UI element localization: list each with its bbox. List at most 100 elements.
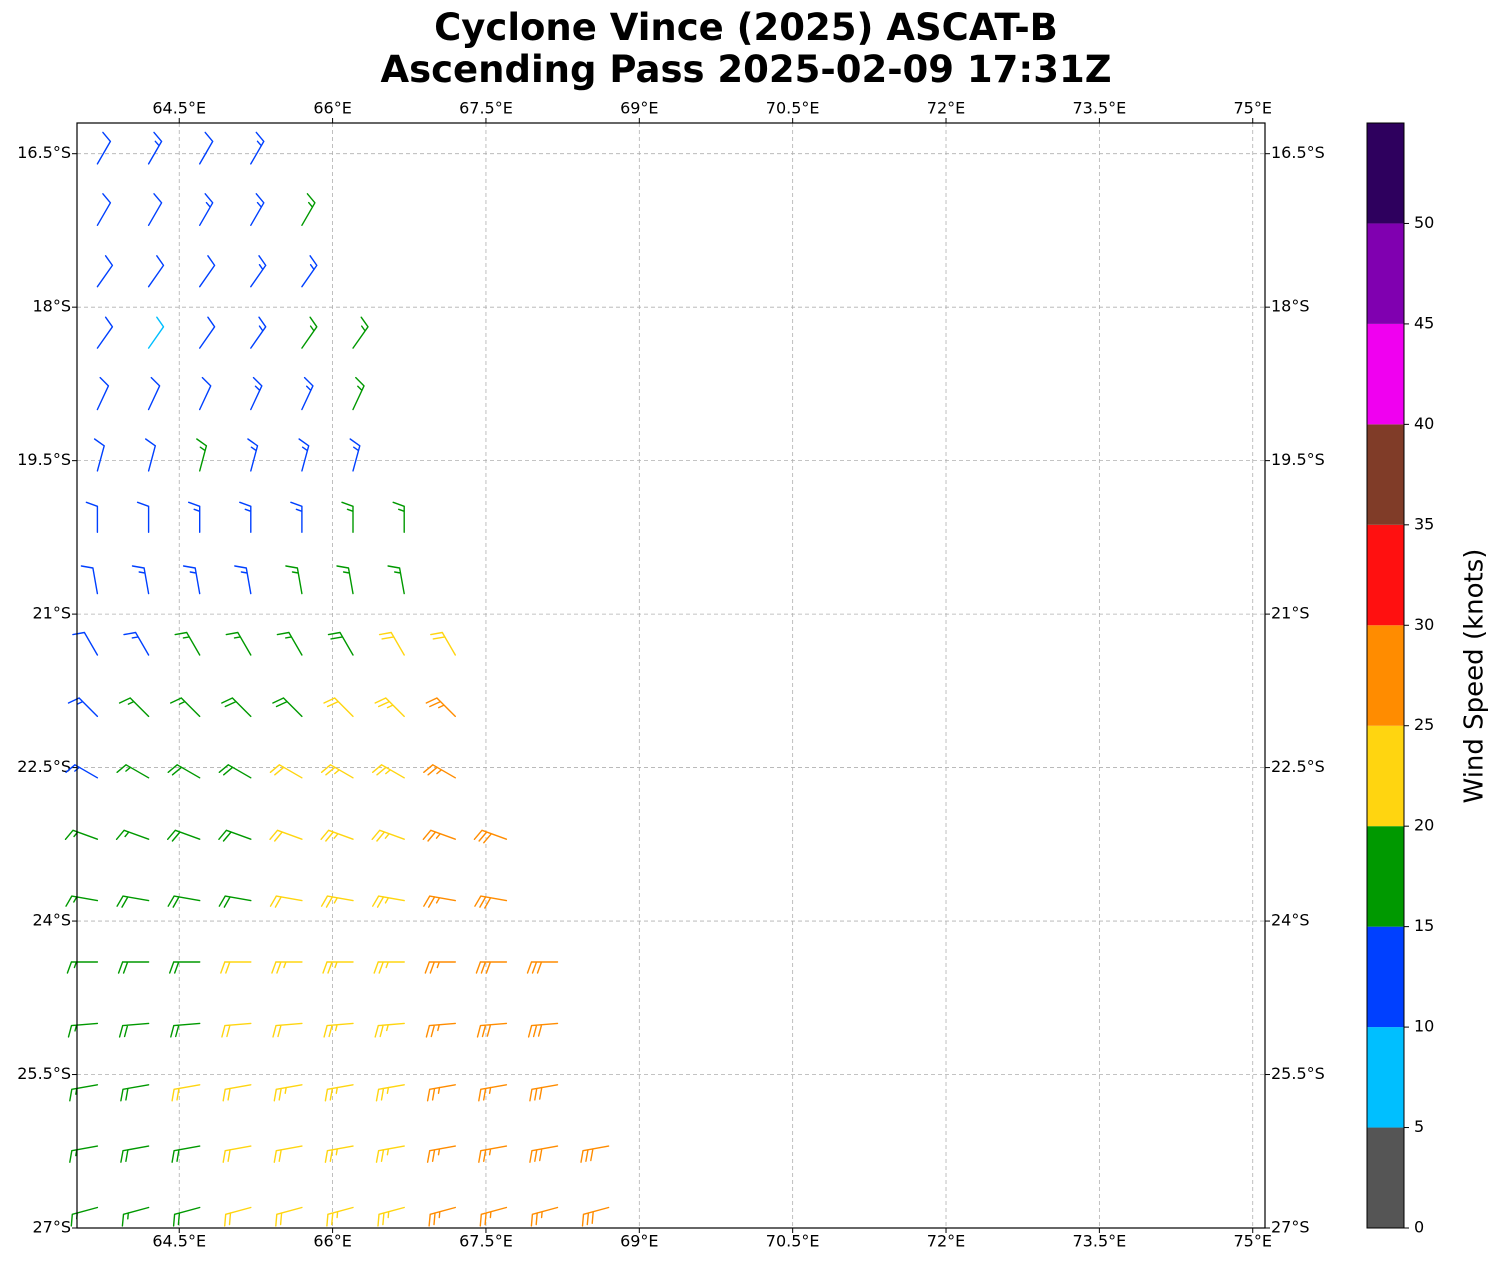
wind-barb bbox=[196, 438, 208, 472]
wind-barb bbox=[250, 255, 267, 288]
colorbar-segment bbox=[1367, 123, 1404, 224]
wind-barb bbox=[374, 1022, 405, 1038]
wind-barb bbox=[174, 631, 201, 656]
wind-barb bbox=[426, 1145, 456, 1163]
wind-barb bbox=[352, 376, 365, 411]
wind-barb bbox=[426, 1084, 456, 1102]
x-tick-label: 70.5°E bbox=[766, 1232, 820, 1251]
y-tick-label: 24°S bbox=[32, 911, 71, 930]
wind-barb bbox=[170, 1022, 201, 1038]
colorbar-segment bbox=[1367, 323, 1404, 425]
wind-barb bbox=[423, 764, 456, 779]
wind-barb bbox=[131, 565, 150, 595]
wind-barb bbox=[301, 193, 316, 226]
wind-barb bbox=[218, 764, 252, 779]
colorbar-tick-label: 50 bbox=[1414, 213, 1434, 232]
wind-barb bbox=[171, 1084, 201, 1102]
wind-barb bbox=[273, 1084, 303, 1102]
wind-barb bbox=[272, 697, 303, 718]
wind-barb bbox=[479, 1206, 508, 1227]
wind-barb bbox=[371, 829, 405, 842]
wind-barb bbox=[250, 316, 267, 349]
wind-barb bbox=[324, 1145, 354, 1163]
wind-barb bbox=[298, 438, 310, 472]
wind-barb bbox=[269, 895, 303, 908]
wind-barb bbox=[72, 631, 99, 656]
wind-barb bbox=[374, 697, 405, 718]
wind-barb bbox=[475, 961, 508, 974]
colorbar-label: Wind Speed (knots) bbox=[1460, 549, 1490, 804]
wind-barb bbox=[530, 1206, 559, 1227]
wind-barb bbox=[167, 829, 201, 842]
wind-barb bbox=[199, 193, 214, 226]
wind-barb bbox=[422, 829, 456, 842]
wind-barb bbox=[222, 1084, 252, 1102]
colorbar-segment bbox=[1367, 524, 1404, 626]
wind-barb bbox=[199, 316, 216, 349]
wind-barb bbox=[373, 961, 405, 974]
wind-barb bbox=[199, 131, 214, 165]
wind-barb bbox=[375, 1084, 405, 1102]
wind-barb bbox=[320, 829, 354, 842]
wind-barb bbox=[147, 193, 163, 226]
wind-barb bbox=[430, 631, 456, 656]
wind-barb bbox=[476, 1022, 508, 1038]
wind-barb bbox=[96, 316, 114, 349]
wind-barb bbox=[96, 193, 112, 226]
x-tick-label: 73.5°E bbox=[1073, 99, 1127, 118]
wind-barb bbox=[273, 1145, 303, 1163]
wind-barb bbox=[323, 697, 354, 718]
wind-barb bbox=[424, 961, 456, 974]
colorbar-segment bbox=[1367, 725, 1404, 827]
colorbar-segment bbox=[1367, 826, 1404, 927]
wind-barb bbox=[352, 316, 369, 349]
wind-barb bbox=[301, 376, 314, 411]
x-tick-label: 73.5°E bbox=[1073, 1232, 1127, 1251]
wind-barb bbox=[221, 697, 252, 718]
colorbar-tick-label: 45 bbox=[1414, 313, 1434, 332]
wind-barb bbox=[285, 565, 303, 595]
wind-barb bbox=[423, 895, 456, 908]
y-tick-label: 19.5°S bbox=[17, 450, 71, 469]
colorbar-segment bbox=[1367, 424, 1404, 525]
y-tick-label: 22.5°S bbox=[17, 757, 71, 776]
x-tick-label: 64.5°E bbox=[152, 99, 206, 118]
wind-barb bbox=[167, 764, 201, 779]
wind-barb bbox=[269, 764, 303, 779]
y-tick-label: 22.5°S bbox=[1271, 757, 1325, 776]
wind-barb bbox=[271, 961, 303, 974]
x-tick-label: 70.5°E bbox=[766, 99, 820, 118]
wind-barb bbox=[425, 697, 456, 718]
wind-barb bbox=[372, 764, 405, 779]
wind-barb bbox=[224, 1206, 252, 1227]
wind-barb bbox=[250, 193, 265, 226]
wind-barb bbox=[473, 829, 508, 844]
colorbar-segment bbox=[1367, 1127, 1404, 1228]
wind-barb bbox=[320, 764, 354, 779]
wind-barb bbox=[171, 1145, 201, 1163]
x-tick-label: 75°E bbox=[1233, 99, 1271, 118]
wind-barb bbox=[526, 961, 559, 974]
wind-barb bbox=[272, 1022, 303, 1038]
wind-barb bbox=[64, 829, 99, 840]
colorbar-tick-label: 10 bbox=[1414, 1017, 1434, 1036]
colorbar-frame bbox=[1366, 122, 1405, 1229]
y-tick-label: 18°S bbox=[32, 297, 71, 316]
wind-barb bbox=[478, 1145, 508, 1163]
wind-barb bbox=[349, 438, 361, 472]
wind-barb bbox=[188, 501, 201, 533]
x-tick-label: 67.5°E bbox=[459, 1232, 513, 1251]
wind-barb bbox=[425, 1022, 456, 1038]
wind-barb bbox=[474, 895, 508, 909]
wind-barb bbox=[327, 631, 354, 656]
wind-barb bbox=[225, 631, 252, 656]
wind-barb bbox=[93, 438, 105, 472]
x-tick-label: 66°E bbox=[313, 1232, 351, 1251]
wind-barb bbox=[96, 131, 112, 165]
wind-barb bbox=[85, 501, 99, 533]
colorbar-tick-label: 15 bbox=[1414, 916, 1434, 935]
wind-barb bbox=[220, 961, 252, 974]
wind-barb bbox=[336, 565, 354, 595]
wind-barb bbox=[69, 1084, 99, 1102]
